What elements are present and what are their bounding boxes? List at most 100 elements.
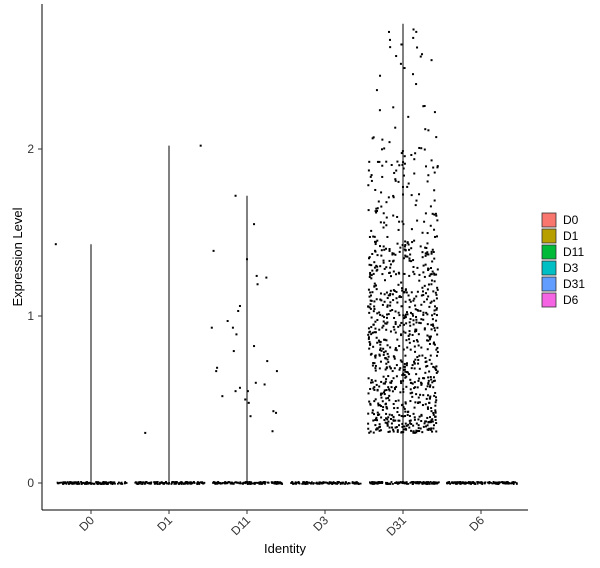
data-point <box>337 481 340 483</box>
data-point <box>249 481 252 484</box>
data-point <box>370 174 373 177</box>
data-point <box>400 281 403 284</box>
data-point <box>435 371 438 374</box>
data-point <box>370 264 373 267</box>
data-point <box>156 481 159 484</box>
data-point <box>418 430 421 433</box>
data-point <box>395 297 398 300</box>
data-point <box>426 385 429 388</box>
data-point <box>432 342 435 345</box>
data-point <box>396 411 399 414</box>
data-point <box>294 481 297 484</box>
data-point <box>389 418 392 421</box>
data-point <box>375 482 378 485</box>
data-point <box>374 327 377 330</box>
legend-swatch <box>541 292 557 308</box>
data-point <box>418 273 421 276</box>
data-point <box>397 180 400 183</box>
data-point <box>368 347 371 350</box>
data-point <box>403 174 406 177</box>
data-point <box>376 265 379 268</box>
data-point <box>427 129 430 132</box>
data-point <box>246 390 249 393</box>
data-point <box>332 482 334 484</box>
data-point <box>149 481 152 484</box>
data-point <box>426 180 429 183</box>
data-point <box>383 419 386 422</box>
data-point <box>389 292 392 295</box>
data-point <box>411 364 414 367</box>
data-point <box>435 422 438 425</box>
data-point <box>399 324 402 327</box>
data-point <box>418 321 421 324</box>
data-point <box>197 481 200 484</box>
data-point <box>436 351 439 354</box>
data-point <box>352 481 355 484</box>
data-point <box>199 144 202 147</box>
data-point <box>427 253 430 256</box>
data-point <box>417 379 420 382</box>
data-point <box>375 336 378 339</box>
data-point <box>421 404 424 407</box>
data-point <box>401 287 404 290</box>
data-point <box>383 351 386 354</box>
data-point <box>436 482 439 485</box>
data-point <box>389 46 392 49</box>
data-point <box>408 274 411 277</box>
data-point <box>385 366 388 369</box>
data-point <box>386 305 389 308</box>
data-point <box>413 345 416 348</box>
data-point <box>390 481 393 483</box>
data-point <box>323 481 326 484</box>
data-point <box>102 482 105 485</box>
data-point <box>432 424 435 427</box>
data-point <box>403 425 406 428</box>
data-point <box>381 408 384 411</box>
data-point <box>378 354 381 357</box>
data-point <box>435 297 438 300</box>
data-point <box>385 322 388 325</box>
data-point <box>395 385 398 388</box>
x-tick-label-D1: D1 <box>154 513 175 534</box>
data-point <box>392 377 395 380</box>
violin-D11 <box>210 194 284 485</box>
data-point <box>409 324 412 327</box>
data-point <box>374 354 377 357</box>
data-point <box>308 481 310 484</box>
data-point <box>412 36 415 39</box>
data-point <box>394 400 397 403</box>
data-point <box>410 429 413 432</box>
data-point <box>369 402 372 405</box>
data-point <box>291 481 293 483</box>
data-point <box>408 248 411 251</box>
data-point <box>430 273 433 276</box>
data-point <box>253 483 256 485</box>
data-point <box>399 359 402 362</box>
data-point <box>384 357 387 360</box>
data-point <box>367 209 370 212</box>
data-point <box>422 294 425 297</box>
data-point <box>430 159 433 162</box>
data-point <box>373 413 376 416</box>
data-point <box>402 167 405 170</box>
data-point <box>414 330 417 333</box>
data-point <box>298 482 300 484</box>
data-point <box>409 392 412 395</box>
data-point <box>224 481 227 483</box>
data-point <box>318 481 321 484</box>
violin-D3 <box>290 481 362 485</box>
data-point <box>381 314 384 317</box>
data-point <box>359 482 362 485</box>
data-point <box>417 358 420 361</box>
data-point <box>420 318 423 321</box>
data-point <box>391 252 394 255</box>
data-point <box>428 358 431 361</box>
data-point <box>264 481 267 483</box>
data-point <box>181 481 184 484</box>
data-point <box>468 481 470 483</box>
data-point <box>378 353 381 356</box>
data-point <box>398 295 401 298</box>
data-point <box>241 482 244 485</box>
data-point <box>403 362 406 365</box>
data-point <box>256 482 259 484</box>
